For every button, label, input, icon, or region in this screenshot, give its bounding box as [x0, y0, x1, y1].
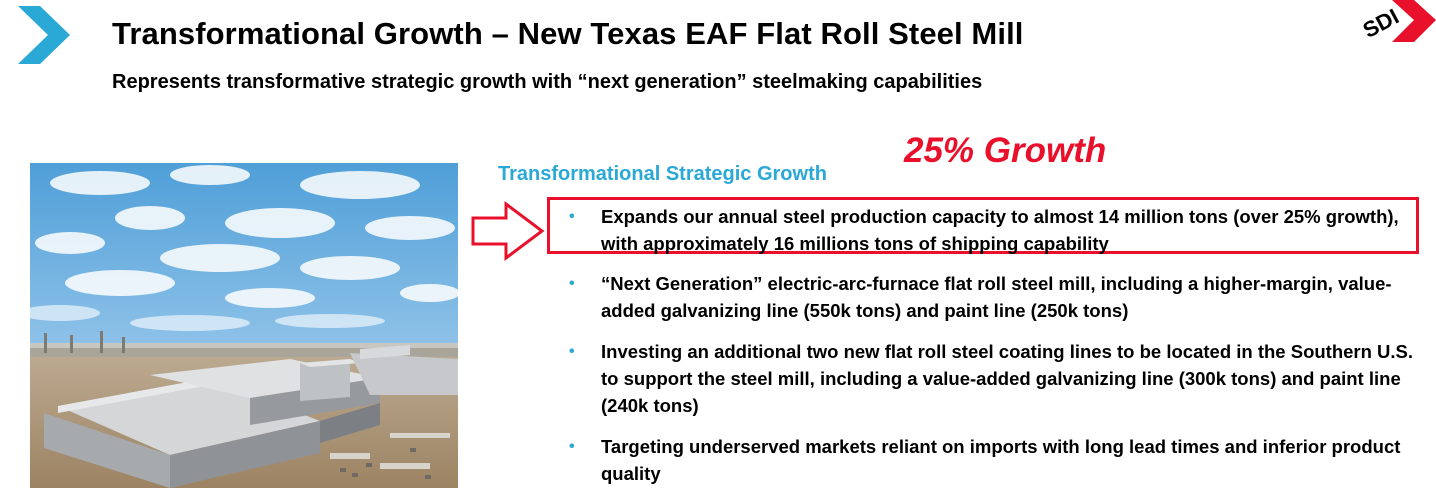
bullet-dot: • — [569, 438, 575, 455]
bullet-text: “Next Generation” electric-arc-furnace f… — [601, 273, 1392, 321]
bullet-text: Targeting underserved markets reliant on… — [601, 436, 1401, 484]
section-heading: Transformational Strategic Growth — [498, 163, 827, 185]
bullet-dot: • — [569, 343, 575, 360]
bullet-dot: • — [569, 275, 575, 292]
arrow-right-icon — [471, 201, 545, 261]
steel-mill-photo — [30, 163, 458, 488]
highlight-box — [547, 197, 1419, 254]
growth-callout: 25% Growth — [904, 131, 1107, 170]
page-title: Transformational Growth – New Texas EAF … — [112, 16, 1024, 51]
logo-text: SDI — [1359, 4, 1403, 43]
bullet-text: Expands our annual steel production capa… — [601, 206, 1399, 254]
bullet-text: Investing an additional two new flat rol… — [601, 341, 1414, 416]
sdi-logo: SDI — [1359, 0, 1436, 43]
chevron-logo-icon — [18, 6, 70, 64]
page-subtitle: Represents transformative strategic grow… — [112, 71, 983, 93]
bullet-dot: • — [569, 208, 575, 225]
